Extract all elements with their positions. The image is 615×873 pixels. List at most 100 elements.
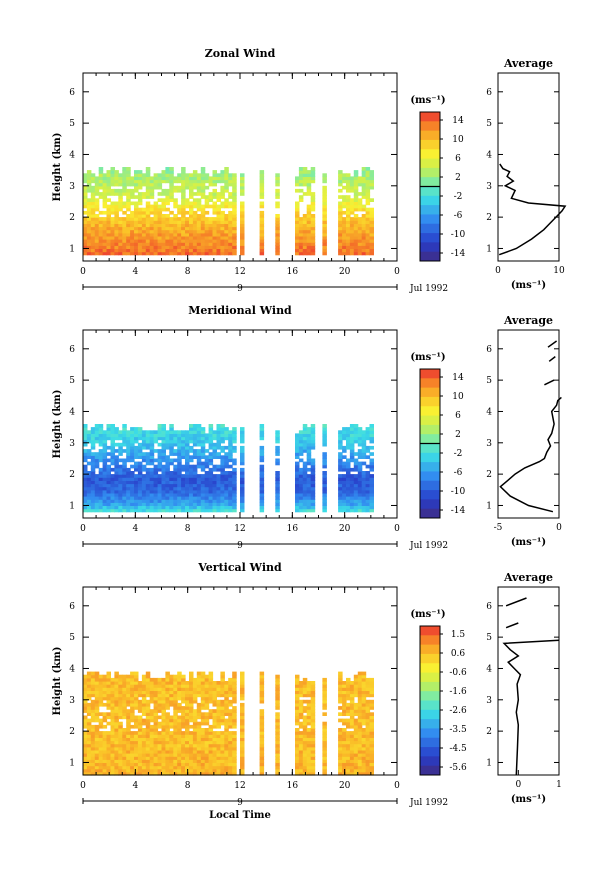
heatmap-cell xyxy=(196,201,202,206)
heatmap-cell xyxy=(212,749,217,754)
heatmap-cell xyxy=(220,492,225,497)
colorbar-tick-label: 0.6 xyxy=(451,649,466,659)
heatmap-cell xyxy=(200,167,206,171)
heatmap-cell xyxy=(338,706,343,710)
heatmap-cell xyxy=(353,759,359,763)
heatmap-cell xyxy=(342,474,347,478)
heatmap-cell xyxy=(259,681,265,685)
heatmap-cell xyxy=(94,743,100,748)
heatmap-cell xyxy=(338,210,343,215)
heatmap-cell xyxy=(200,696,206,701)
heatmap-cell xyxy=(126,207,131,212)
heatmap-cell xyxy=(189,439,194,444)
heatmap-cell xyxy=(86,176,92,181)
heatmap-cell xyxy=(295,677,300,682)
heatmap-cell xyxy=(196,687,202,691)
heatmap-cell xyxy=(224,737,229,742)
heatmap-cell xyxy=(102,251,108,256)
heatmap-cell xyxy=(259,242,265,246)
heatmap-cell xyxy=(118,188,123,193)
heatmap-cell xyxy=(185,436,190,441)
heatmap-cell xyxy=(302,746,308,751)
heatmap-cell xyxy=(361,235,367,240)
heatmap-cell xyxy=(212,740,217,745)
heatmap-cell xyxy=(220,690,225,695)
heatmap-cell xyxy=(365,508,371,513)
heatmap-cell xyxy=(342,185,347,190)
heatmap-cell xyxy=(173,176,178,181)
heatmap-cell xyxy=(204,746,210,751)
heatmap-cell xyxy=(145,204,151,209)
heatmap-cell xyxy=(110,461,115,466)
heatmap-cell xyxy=(122,217,127,221)
heatmap-cell xyxy=(322,173,327,177)
heatmap-cell xyxy=(220,734,225,738)
heatmap-cell xyxy=(365,681,371,685)
heatmap-cell xyxy=(141,248,147,253)
heatmap-cell xyxy=(90,201,96,206)
heatmap-cell xyxy=(149,251,155,256)
heatmap-cell xyxy=(259,201,265,206)
heatmap-cell xyxy=(169,477,174,481)
heatmap-cell xyxy=(185,702,190,707)
heatmap-cell xyxy=(185,445,190,450)
heatmap-cell xyxy=(137,480,143,485)
heatmap-cell xyxy=(157,248,163,253)
heatmap-cell xyxy=(149,461,155,466)
y-axis-label: Height (km) xyxy=(52,390,63,459)
heatmap-cell xyxy=(346,709,351,713)
heatmap-cell xyxy=(189,192,194,196)
heatmap-cell xyxy=(90,198,96,202)
heatmap-cell xyxy=(232,690,237,695)
heatmap-cell xyxy=(141,737,147,742)
heatmap-cell xyxy=(204,492,210,497)
heatmap-cell xyxy=(153,508,159,513)
heatmap-cell xyxy=(196,242,202,246)
heatmap-cell xyxy=(145,702,151,707)
heatmap-cell xyxy=(149,715,155,720)
heatmap-cell xyxy=(220,195,225,199)
heatmap-cell xyxy=(295,207,300,212)
heatmap-cell xyxy=(118,508,123,513)
heatmap-cell xyxy=(137,684,143,688)
heatmap-cell xyxy=(83,442,88,447)
heatmap-cell xyxy=(137,505,143,510)
heatmap-cell xyxy=(259,226,265,231)
heatmap-cell xyxy=(102,461,108,466)
heatmap-cell xyxy=(137,702,143,707)
heatmap-cell xyxy=(161,179,166,184)
heatmap-cell xyxy=(181,176,186,181)
heatmap-cell xyxy=(357,731,363,735)
heatmap-cell xyxy=(306,759,312,763)
heatmap-cell xyxy=(275,499,280,503)
heatmap-cell xyxy=(122,188,127,193)
heatmap-cell xyxy=(185,718,190,723)
heatmap-cell xyxy=(130,223,135,228)
heatmap-cell xyxy=(165,724,170,729)
heatmap-cell xyxy=(189,489,194,494)
heatmap-cell xyxy=(224,759,229,763)
heatmap-cell xyxy=(200,706,206,710)
heatmap-cell xyxy=(94,709,100,713)
panel-title: Zonal Wind xyxy=(205,47,276,60)
heatmap-cell xyxy=(369,242,374,246)
heatmap-cell xyxy=(173,724,178,729)
heatmap-cell xyxy=(220,226,225,231)
heatmap-cell xyxy=(177,226,182,231)
heatmap-cell xyxy=(259,223,265,228)
heatmap-cell xyxy=(169,718,174,723)
heatmap-cell xyxy=(83,204,88,209)
heatmap-cell xyxy=(90,690,96,695)
heatmap-cell xyxy=(232,756,237,760)
heatmap-cell xyxy=(302,492,308,497)
y-tick-label: 6 xyxy=(69,88,75,98)
heatmap-cell xyxy=(365,477,371,481)
heatmap-cell xyxy=(165,489,170,494)
heatmap-cell xyxy=(153,749,159,754)
heatmap-cell xyxy=(83,424,88,428)
heatmap-cell xyxy=(149,693,155,698)
heatmap-cell xyxy=(357,709,363,713)
heatmap-cell xyxy=(228,223,233,228)
heatmap-cell xyxy=(220,235,225,240)
heatmap-cell xyxy=(240,239,245,243)
